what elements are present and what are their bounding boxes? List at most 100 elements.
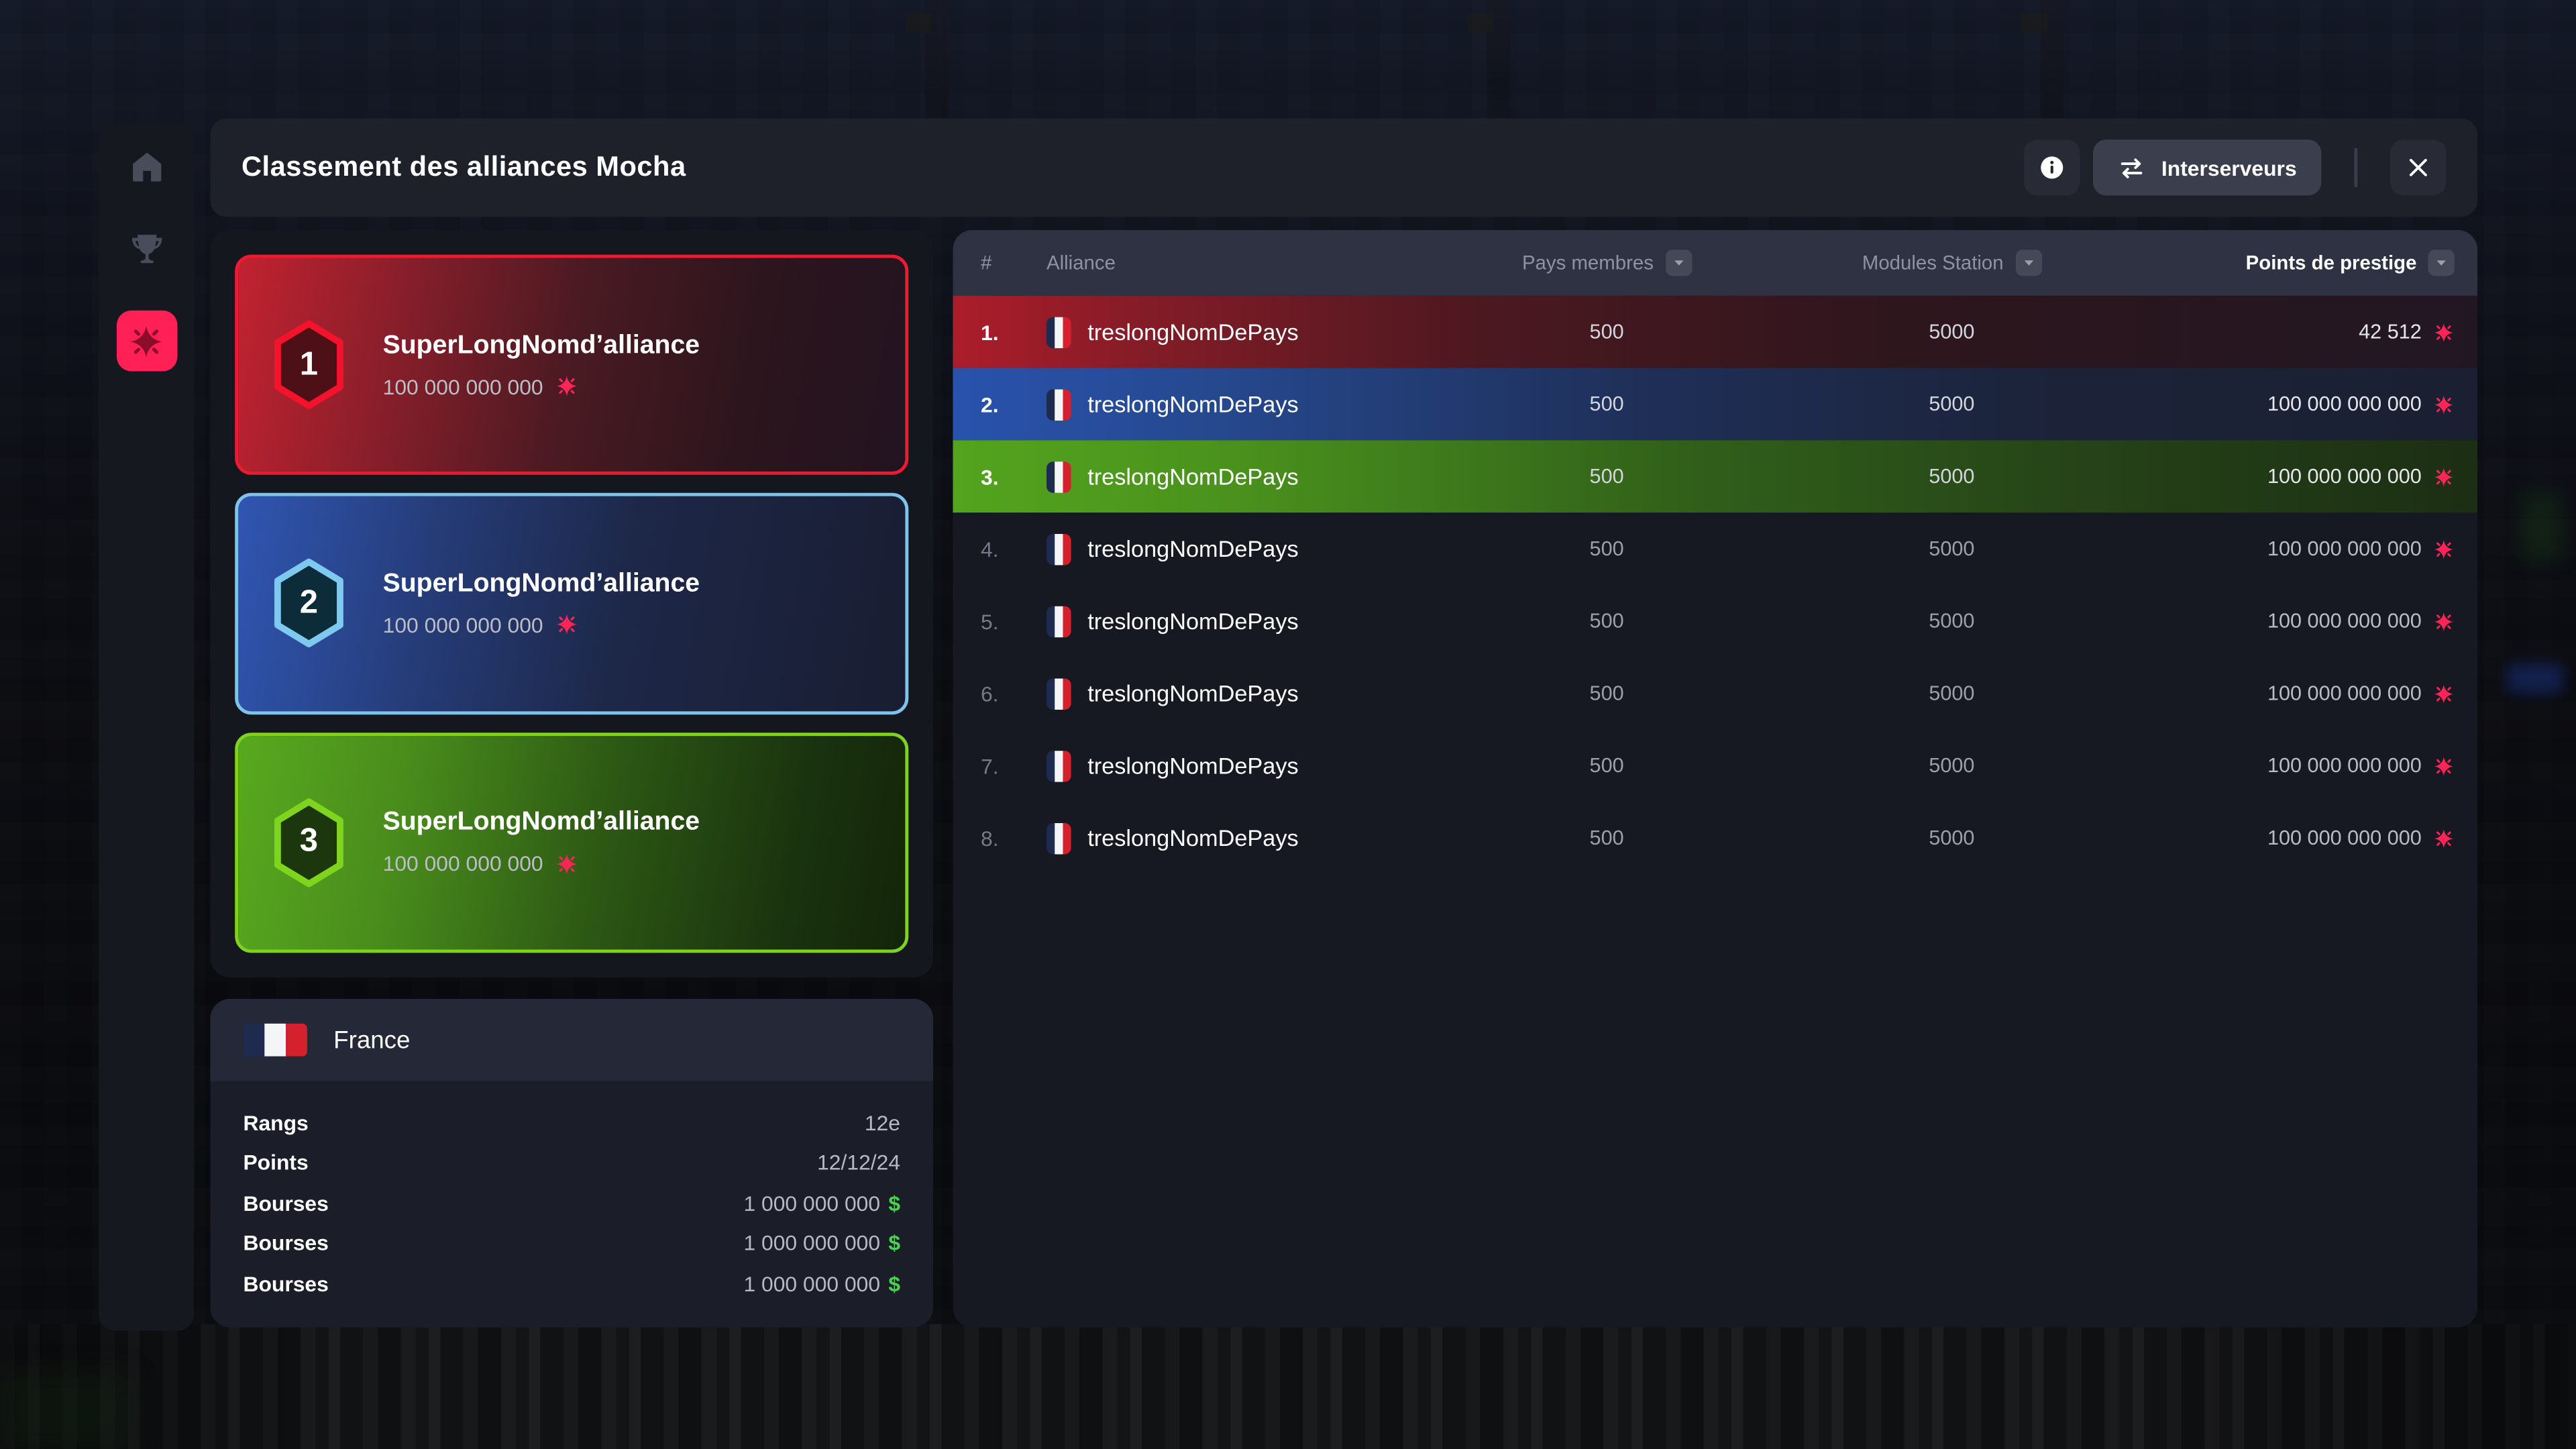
dollar-icon: $ <box>888 1190 901 1216</box>
sort-prestige-button[interactable] <box>2428 250 2455 276</box>
table-header-row: # Alliance Pays membres Modules Station … <box>953 229 2478 296</box>
table-row[interactable]: 1. treslongNomDePays 500 5000 42 512 <box>953 295 2478 368</box>
row-rank: 8. <box>981 825 999 851</box>
row-members: 500 <box>1589 682 1624 705</box>
row-modules: 5000 <box>1929 826 1975 850</box>
country-stat-row: Points 12/12/24 <box>243 1142 900 1183</box>
header-divider <box>2354 148 2358 188</box>
chevron-down-icon <box>1670 255 1686 271</box>
sort-members-button[interactable] <box>1665 250 1692 276</box>
podium-card-rank3[interactable]: 3 SuperLongNomd’alliance 100 000 000 000 <box>235 732 909 953</box>
country-name: treslongNomDePays <box>1087 535 1299 562</box>
country-stat-row: Rangs 12e <box>243 1102 900 1142</box>
chevron-down-icon <box>2433 255 2449 271</box>
row-members: 500 <box>1589 320 1624 343</box>
country-card: France Rangs 12e Points 12/12/24 Bourses… <box>210 998 934 1328</box>
info-button[interactable] <box>2023 140 2080 196</box>
prestige-value: 42 512 <box>2359 320 2422 343</box>
podium-panel: 1 SuperLongNomd’alliance 100 000 000 000… <box>210 229 934 978</box>
hexagon-badge-icon <box>274 798 343 887</box>
row-modules: 5000 <box>1929 682 1975 705</box>
podium-card-rank2[interactable]: 2 SuperLongNomd’alliance 100 000 000 000 <box>235 493 909 714</box>
country-stat-row: Bourses 1 000 000 000 $ <box>243 1223 900 1263</box>
prestige-value: 100 000 000 000 <box>2267 609 2422 633</box>
row-prestige: 100 000 000 000 <box>2149 826 2455 849</box>
alliance-name: SuperLongNomd’alliance <box>382 331 700 360</box>
alliance-points: 100 000 000 000 <box>383 612 700 637</box>
sidebar-item-trophy[interactable] <box>127 228 166 268</box>
podium-card-rank1[interactable]: 1 SuperLongNomd’alliance 100 000 000 000 <box>235 254 909 476</box>
column-header-modules: Modules Station <box>1755 250 2149 276</box>
close-button[interactable] <box>2390 140 2447 196</box>
table-row[interactable]: 7. treslongNomDePays 500 5000 100 000 00… <box>953 729 2477 802</box>
table-row[interactable]: 5. treslongNomDePays 500 5000 100 000 00… <box>953 585 2477 657</box>
table-row[interactable]: 6. treslongNomDePays 500 5000 100 000 00… <box>953 657 2477 730</box>
sort-modules-button[interactable] <box>2015 250 2041 276</box>
hexagon-badge-icon <box>274 559 343 649</box>
row-members: 500 <box>1589 754 1624 777</box>
sidebar-item-home[interactable] <box>127 146 166 186</box>
stat-value: 1 000 000 000 $ <box>743 1191 900 1216</box>
row-alliance: treslongNomDePays <box>1046 749 1459 782</box>
dollar-icon: $ <box>888 1230 901 1256</box>
row-rank: 7. <box>981 753 999 778</box>
alliance-points: 100 000 000 000 <box>383 851 700 876</box>
row-modules: 5000 <box>1929 392 1975 416</box>
france-flag-icon <box>1046 822 1071 854</box>
interservers-button-label: Interserveurs <box>2161 155 2297 180</box>
column-header-prestige: Points de prestige <box>2149 250 2455 276</box>
table-row[interactable]: 2. treslongNomDePays 500 5000 100 000 00… <box>953 368 2478 441</box>
background-grass-glow <box>0 1371 131 1449</box>
row-modules: 5000 <box>1929 754 1975 777</box>
prestige-value: 100 000 000 000 <box>2267 754 2422 777</box>
row-prestige: 100 000 000 000 <box>2149 392 2455 416</box>
row-modules: 5000 <box>1929 320 1975 343</box>
prestige-value: 100 000 000 000 <box>2267 465 2422 488</box>
prestige-spark-icon <box>555 614 578 637</box>
france-flag-icon <box>1046 605 1071 637</box>
row-prestige: 100 000 000 000 <box>2149 537 2455 560</box>
row-members: 500 <box>1589 537 1624 561</box>
row-rank: 5. <box>981 608 999 634</box>
money-value: 1 000 000 000 <box>743 1190 881 1216</box>
alliance-name: SuperLongNomd’alliance <box>382 570 700 598</box>
table-row[interactable]: 3. treslongNomDePays 500 5000 100 000 00… <box>953 440 2478 513</box>
sidebar <box>98 123 194 1331</box>
row-alliance: treslongNomDePays <box>1046 678 1459 709</box>
background-floor <box>0 1324 2576 1449</box>
alliance-points: 100 000 000 000 <box>382 374 700 399</box>
rank-number: 2 <box>299 584 319 621</box>
sidebar-item-prestige-active[interactable] <box>115 310 177 372</box>
country-name: treslongNomDePays <box>1087 752 1299 779</box>
country-stat-row: Bourses 1 000 000 000 $ <box>243 1263 900 1303</box>
prestige-spark-icon <box>555 375 578 398</box>
country-name: treslongNomDePays <box>1087 608 1299 635</box>
swap-arrows-icon <box>2117 154 2145 182</box>
country-card-body: Rangs 12e Points 12/12/24 Bourses 1 000 … <box>210 1081 933 1303</box>
row-modules: 5000 <box>1929 609 1975 633</box>
row-alliance: treslongNomDePays <box>1046 460 1459 492</box>
table-row[interactable]: 4. treslongNomDePays 500 5000 100 000 00… <box>953 513 2477 585</box>
france-flag-icon <box>1046 388 1071 420</box>
row-prestige: 100 000 000 000 <box>2149 682 2455 705</box>
rank-badge: 1 <box>271 319 347 411</box>
country-card-header: France <box>210 998 934 1081</box>
interservers-button[interactable]: Interserveurs <box>2092 140 2322 196</box>
prestige-spark-icon <box>2433 321 2455 343</box>
country-name: treslongNomDePays <box>1087 390 1299 418</box>
stat-value: 1 000 000 000 $ <box>743 1271 900 1296</box>
table-row[interactable]: 8. treslongNomDePays 500 5000 100 000 00… <box>953 802 2477 874</box>
row-prestige: 100 000 000 000 <box>2149 465 2455 488</box>
column-header-members: Pays membres <box>1459 250 1755 276</box>
rank-badge: 3 <box>271 796 347 888</box>
trophy-icon <box>127 229 165 267</box>
chevron-down-icon <box>2020 255 2036 271</box>
row-alliance: treslongNomDePays <box>1046 316 1459 347</box>
row-modules: 5000 <box>1929 537 1975 561</box>
close-icon <box>2404 153 2433 182</box>
prestige-spark-icon <box>2433 538 2455 559</box>
row-alliance: treslongNomDePays <box>1046 533 1459 565</box>
france-flag-icon <box>243 1023 307 1057</box>
points-value: 100 000 000 000 <box>382 374 543 399</box>
country-name: treslongNomDePays <box>1087 680 1299 707</box>
